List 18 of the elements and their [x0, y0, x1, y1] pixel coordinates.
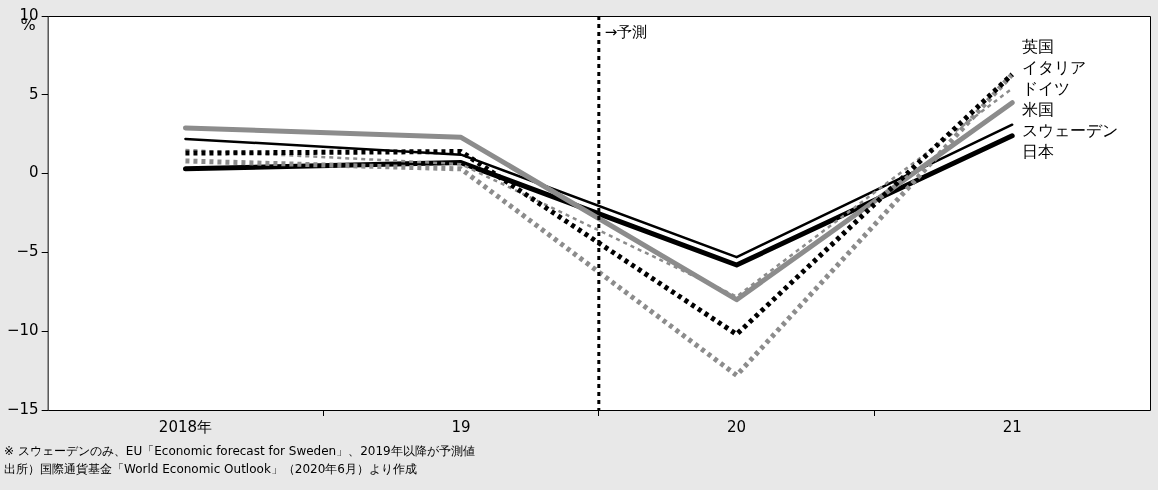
x-tick-label: 19	[451, 417, 471, 436]
series-label: イタリア	[1022, 57, 1087, 77]
text: 出所）国際通貨基金「World Economic Outlook」（2020年6月）より作成	[4, 461, 418, 478]
x-tick-label: 21	[1002, 417, 1022, 436]
series-label: ドイツ	[1022, 78, 1071, 98]
y-tick-label: −10	[7, 321, 39, 340]
y-tick-label: 5	[29, 84, 39, 103]
text: ※ スウェーデンのみ、EU「Economic forecast for Sweden」、2019年以降が予測値	[4, 443, 475, 460]
y-tick-label: −5	[16, 242, 39, 261]
y-tick-label: −15	[7, 399, 39, 418]
series-label: 英国	[1022, 36, 1055, 56]
ref-line-label: →予測	[604, 23, 648, 42]
x-tick-label: 2018年	[158, 417, 213, 436]
series-label: 米国	[1022, 99, 1055, 119]
series-label: スウェーデン	[1022, 120, 1119, 140]
y-tick-label: 0	[29, 163, 39, 182]
series-label: 日本	[1022, 141, 1055, 161]
x-tick-label: 20	[727, 417, 747, 436]
